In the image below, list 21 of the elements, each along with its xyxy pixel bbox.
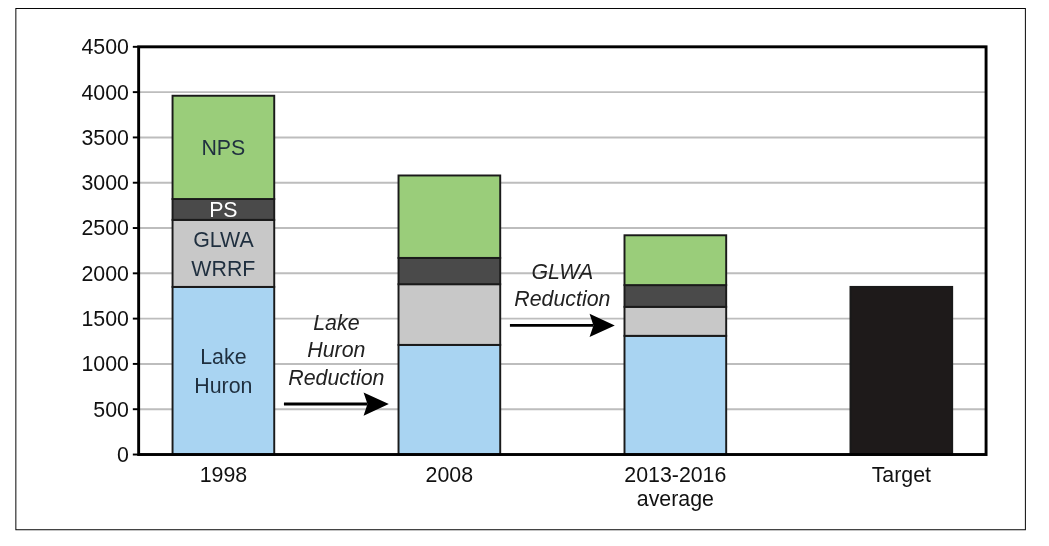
x-tick-label: 1998 bbox=[199, 462, 248, 487]
annotation: Lake Huron Reduction bbox=[288, 311, 385, 390]
y-tick-label: 2000 bbox=[81, 261, 130, 286]
series-label: NPS bbox=[201, 136, 246, 161]
x-tick-label: 2008 bbox=[425, 462, 474, 487]
y-tick-label: 0 bbox=[117, 442, 130, 467]
series-label: GLWA WRRF bbox=[191, 227, 256, 281]
series-label: PS bbox=[209, 198, 238, 223]
y-tick-label: 4000 bbox=[81, 80, 130, 105]
y-tick-label: 1500 bbox=[81, 307, 130, 332]
y-tick-label: 1000 bbox=[81, 352, 130, 377]
y-tick-label: 500 bbox=[93, 397, 130, 422]
x-tick-label: 2013-2016 average bbox=[624, 462, 727, 511]
x-tick-label: Target bbox=[871, 462, 932, 487]
y-tick-label: 2500 bbox=[81, 216, 130, 241]
series-label: Lake Huron bbox=[194, 344, 253, 399]
y-tick-label: 4500 bbox=[81, 35, 130, 60]
bar bbox=[849, 285, 954, 456]
y-tick-label: 3000 bbox=[81, 171, 130, 196]
y-tick-label: 3500 bbox=[81, 125, 130, 150]
annotation: GLWA Reduction bbox=[514, 259, 611, 311]
